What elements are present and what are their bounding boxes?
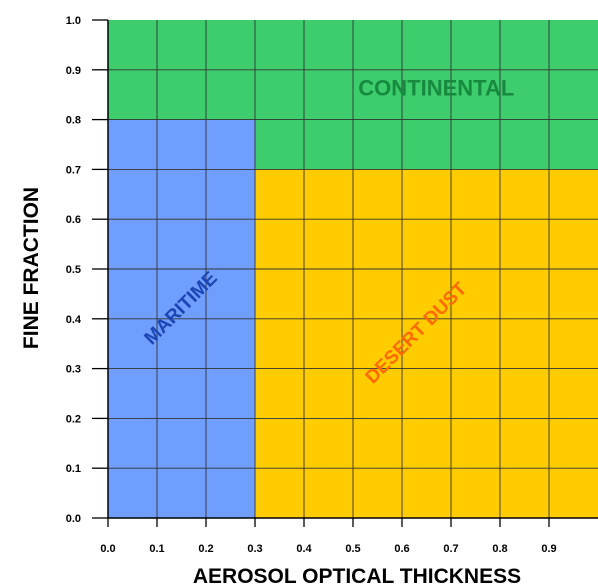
y-tick-label: 0.0 xyxy=(66,513,81,525)
y-tick-label: 1.0 xyxy=(66,15,81,27)
region-continental-1 xyxy=(255,119,598,170)
x-tick-label: 0.2 xyxy=(198,543,213,555)
x-tick-label: 0.5 xyxy=(345,543,360,555)
x-tick-label: 0.8 xyxy=(492,543,507,555)
y-tick-label: 0.9 xyxy=(66,65,81,77)
y-tick-label: 0.3 xyxy=(66,364,81,376)
region-label-continental: CONTINENTAL xyxy=(358,76,514,101)
y-tick-label: 0.4 xyxy=(66,314,82,326)
grid-layer xyxy=(108,20,598,518)
y-tick-labels: 0.0 0.1 0.2 0.3 0.4 0.5 0.6 0.7 0.8 0.9 1.0 xyxy=(66,15,82,525)
x-tick-label: 0.9 xyxy=(541,543,556,555)
region-desert-dust-0 xyxy=(255,169,598,518)
y-tick-label: 0.5 xyxy=(66,264,81,276)
y-axis-title: FINE FRACTION xyxy=(20,187,43,349)
x-tick-label: 0.3 xyxy=(247,543,262,555)
x-tick-label: 0.6 xyxy=(394,543,409,555)
y-tick-label: 0.8 xyxy=(66,115,81,127)
x-tick-labels: 0.0 0.1 0.2 0.3 0.4 0.5 0.6 0.7 0.8 0.9 xyxy=(100,543,556,555)
y-tick-label: 0.6 xyxy=(66,214,81,226)
axes-layer xyxy=(92,19,598,527)
y-tick-label: 0.1 xyxy=(66,463,81,475)
x-tick-label: 0.7 xyxy=(443,543,458,555)
x-tick-label: 0.1 xyxy=(149,543,164,555)
y-tick-label: 0.7 xyxy=(66,164,81,176)
x-tick-label: 0.0 xyxy=(100,543,115,555)
x-tick-label: 0.4 xyxy=(296,543,312,555)
y-tick-label: 0.2 xyxy=(66,413,81,425)
x-axis-title: AEROSOL OPTICAL THICKNESS xyxy=(193,565,521,587)
